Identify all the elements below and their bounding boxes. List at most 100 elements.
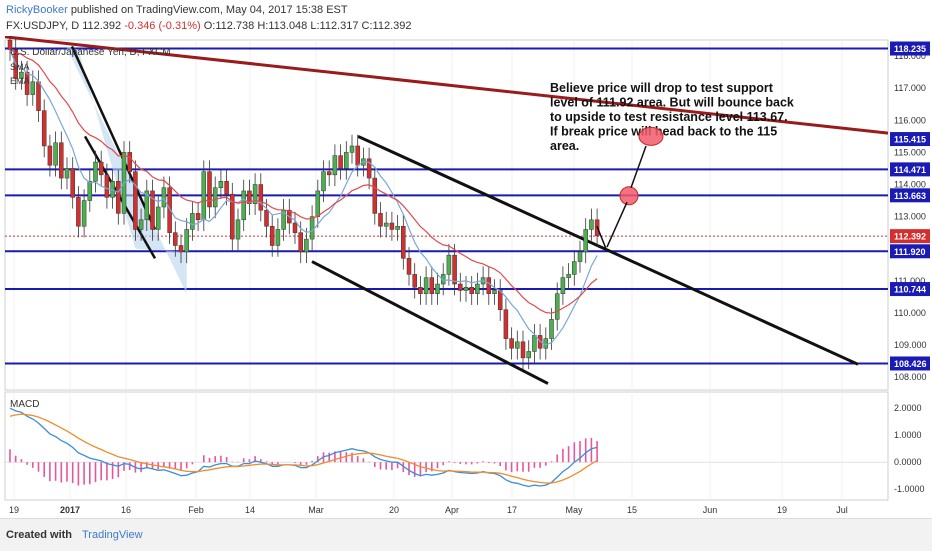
target-115-marker <box>638 126 664 146</box>
descending-wedge <box>66 46 187 294</box>
annotation-line: If break price will head back to the 115 <box>550 125 777 139</box>
candle-down <box>401 225 406 259</box>
level-price-label: 113.663 <box>894 191 926 201</box>
candle-up <box>309 216 315 240</box>
candle-down <box>366 158 372 179</box>
tradingview-logo[interactable]: TradingView <box>82 529 143 541</box>
candle-up <box>252 184 258 205</box>
candle-down <box>24 71 30 95</box>
candle-down <box>127 152 132 172</box>
level-price-label: 118.235 <box>894 44 926 54</box>
x-tick-label: Jul <box>836 505 848 515</box>
candle-down <box>520 341 526 359</box>
level-price-label: 110.744 <box>894 285 926 295</box>
candle-down <box>230 193 235 240</box>
price-tick-label: 118.000 <box>894 51 926 61</box>
macd-tick-label: -1.0000 <box>894 484 925 494</box>
x-tick-label: 15 <box>627 505 637 515</box>
x-tick-label: Mar <box>308 505 324 515</box>
candle-down <box>503 309 509 339</box>
candle-up <box>583 229 588 253</box>
author-link[interactable]: RickyBooker <box>6 4 68 16</box>
annotation-text: Believe price will drop to test support l… <box>550 81 794 153</box>
level-price-label: 114.471 <box>894 165 926 175</box>
symbol: FX:USDJPY, D <box>6 20 80 32</box>
candle-down <box>469 286 474 294</box>
level-price-box <box>890 188 930 203</box>
candle-up <box>144 190 150 221</box>
level-price-box <box>890 41 930 56</box>
candle-up <box>475 283 480 294</box>
candle-down <box>509 338 514 349</box>
candle-down <box>207 171 212 208</box>
candle-up <box>344 152 349 169</box>
price-tick-label: 108.000 <box>894 372 927 382</box>
ema-label: EMA <box>10 76 30 86</box>
created-with-text: Created with <box>6 529 73 541</box>
candle-up <box>440 274 446 285</box>
last-price: 112.392 <box>82 20 122 32</box>
candle-down <box>150 190 155 230</box>
candle-up <box>560 277 566 294</box>
macd-label: MACD <box>10 399 39 410</box>
macd-tick-label: 2.0000 <box>894 403 922 413</box>
ohlc-values: O:112.738 H:113.048 L:112.317 C:112.392 <box>203 20 412 32</box>
x-tick-label: 2017 <box>60 505 80 515</box>
price-change: -0.346 (-0.31%) <box>124 20 201 32</box>
candle-down <box>98 161 104 176</box>
candle-up <box>87 181 93 201</box>
candle-down <box>167 187 172 233</box>
x-tick-label: 20 <box>389 505 399 515</box>
price-chart[interactable]: Believe price will drop to test support l… <box>0 36 932 518</box>
annotation-line: area. <box>550 139 579 153</box>
price-tick-label: 116.000 <box>894 115 926 125</box>
candle-up <box>549 319 554 339</box>
x-tick-label: May <box>565 505 583 515</box>
sma-label: SMA <box>10 62 30 72</box>
candle-up <box>526 351 531 359</box>
candle-down <box>326 171 332 176</box>
candle-up <box>315 190 321 217</box>
candle-up <box>554 293 560 320</box>
candle-down <box>224 181 229 195</box>
candle-down <box>70 168 75 198</box>
price-tick-label: 111.000 <box>894 276 925 286</box>
price-tick-label: 109.000 <box>894 340 927 350</box>
candle-up <box>30 81 36 95</box>
candle-up <box>349 145 355 153</box>
candle-up <box>241 190 246 221</box>
candle-up <box>201 171 207 221</box>
x-tick-label: Apr <box>445 505 459 515</box>
x-tick-label: 17 <box>507 505 517 515</box>
candle-down <box>412 274 417 288</box>
candle-up <box>492 290 497 294</box>
candle-down <box>178 245 184 253</box>
candle-up <box>53 142 58 166</box>
x-tick-label: 19 <box>777 505 787 515</box>
candle-down <box>389 222 395 230</box>
candle-up <box>572 261 577 275</box>
candle-up <box>446 254 452 275</box>
candle-down <box>355 145 360 166</box>
macd-line <box>9 407 598 488</box>
candle-up <box>161 187 167 208</box>
published-text: published on TradingView.com, May 04, 20… <box>70 4 348 16</box>
candle-down <box>76 197 81 227</box>
candle-up <box>81 200 87 227</box>
candle-up <box>515 341 520 349</box>
level-price-label: 115.415 <box>894 135 926 145</box>
candle-down <box>104 174 110 198</box>
macd-pane <box>4 391 889 501</box>
candle-down <box>195 213 201 221</box>
candle-up <box>566 274 571 278</box>
wedge-upper-line <box>70 45 157 230</box>
macd-tick-label: 1.0000 <box>894 430 922 440</box>
candle-down <box>247 190 252 205</box>
level-price-label: 111.920 <box>894 247 926 257</box>
x-tick-label: Feb <box>188 505 204 515</box>
candle-up <box>138 219 144 230</box>
ema-line <box>9 49 598 314</box>
level-price-label: 108.426 <box>894 359 927 369</box>
price-tick-label: 115.000 <box>894 147 926 157</box>
candle-down <box>269 225 275 246</box>
